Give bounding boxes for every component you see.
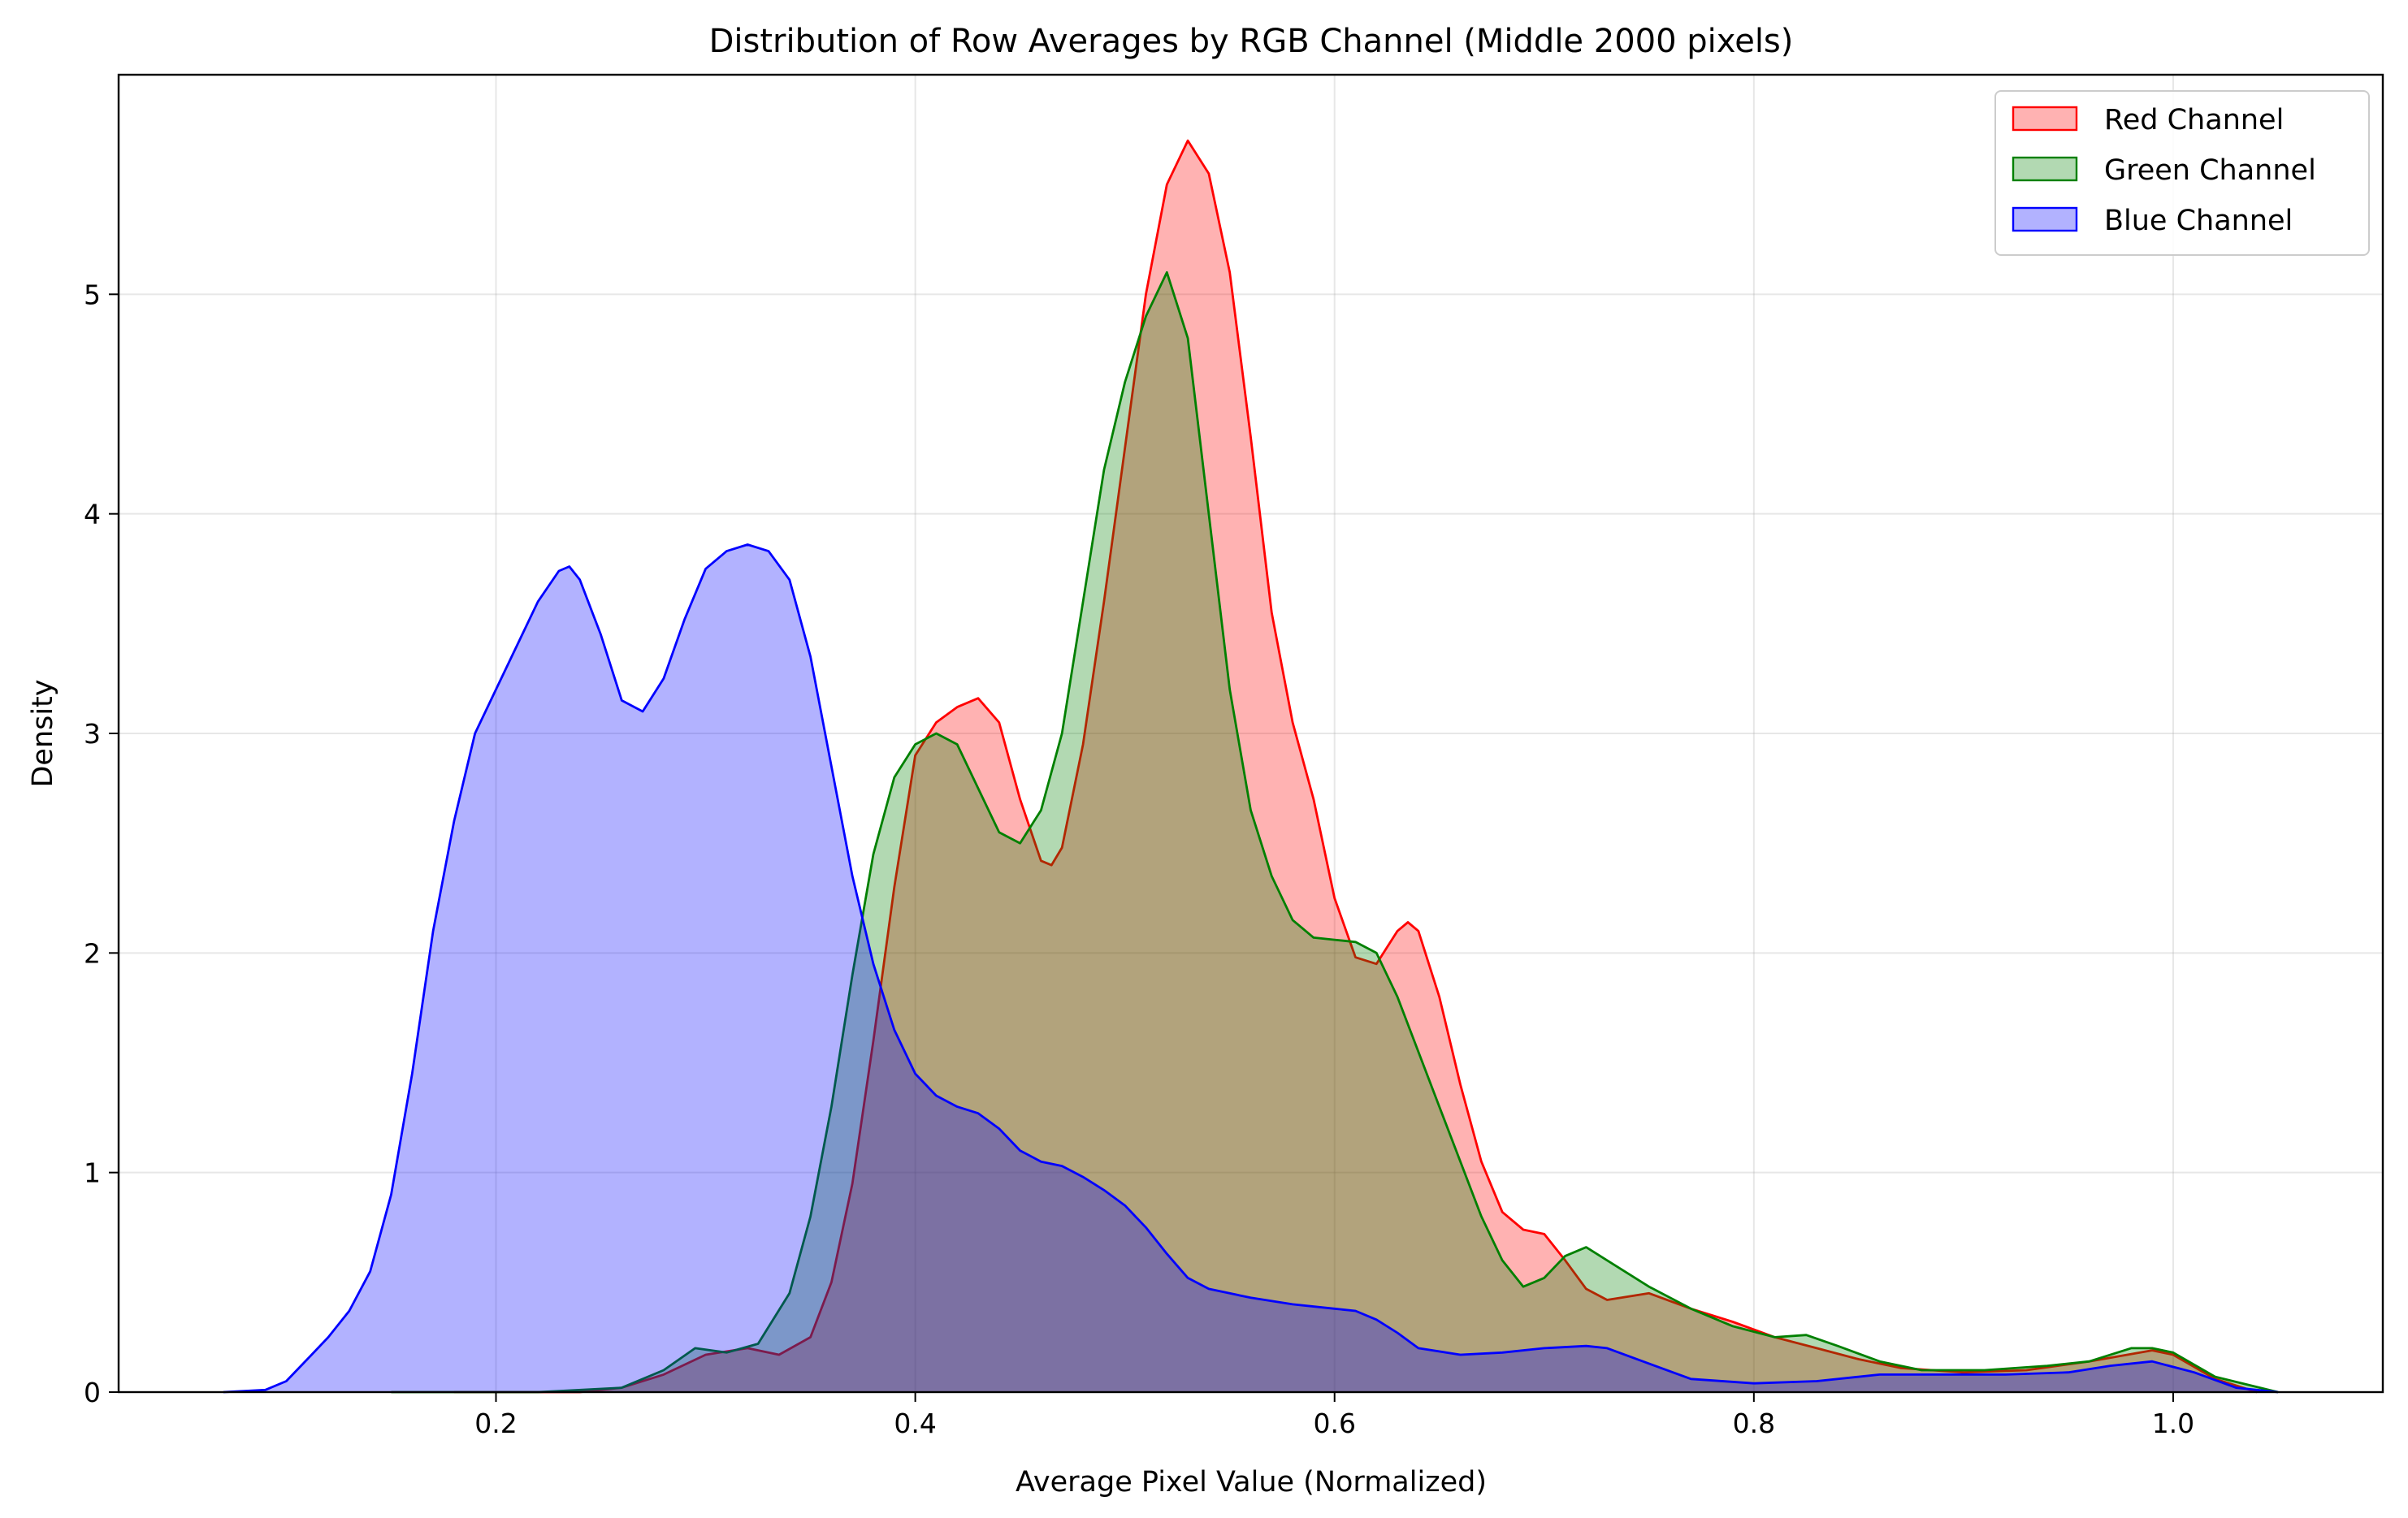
legend-swatch-green-channel [2012, 156, 2078, 182]
x-tick-label: 0.2 [474, 1408, 517, 1439]
green-channel-area [391, 272, 2278, 1392]
x-tick-label: 0.8 [1733, 1408, 1775, 1439]
legend-box [1994, 90, 2370, 256]
x-axis-label: Average Pixel Value (Normalized) [1016, 1466, 1487, 1499]
legend-label-blue-channel: Blue Channel [2104, 205, 2293, 237]
y-tick-label: 5 [84, 279, 101, 310]
y-tick-label: 2 [84, 937, 101, 969]
y-tick-label: 0 [84, 1377, 101, 1408]
legend-swatch-blue-channel [2012, 206, 2078, 232]
x-tick-label: 1.0 [2152, 1408, 2194, 1439]
y-tick-label: 1 [84, 1157, 101, 1189]
x-tick-label: 0.4 [894, 1408, 936, 1439]
density-series [223, 139, 2279, 1394]
red-channel-area [453, 141, 2258, 1393]
blue-channel-line [223, 543, 2279, 1394]
blue-channel-area [223, 544, 2278, 1392]
legend-swatch-red-channel [2012, 106, 2078, 132]
legend-label-red-channel: Red Channel [2104, 104, 2284, 136]
legend-label-green-channel: Green Channel [2104, 154, 2316, 187]
axis-ticks: 0.2 0.4 0.6 0.8 1.0 0 1 2 3 4 5 [84, 279, 2194, 1439]
y-tick-label: 3 [84, 718, 101, 750]
x-tick-label: 0.6 [1313, 1408, 1355, 1439]
grid-lines [119, 75, 2383, 1393]
y-tick-label: 4 [84, 499, 101, 530]
chart-title: Distribution of Row Averages by RGB Chan… [709, 23, 1794, 60]
legend: Red Channel Green Channel Blue Channel [1994, 90, 2370, 256]
green-channel-line [391, 270, 2279, 1394]
y-axis-label: Density [27, 679, 59, 787]
